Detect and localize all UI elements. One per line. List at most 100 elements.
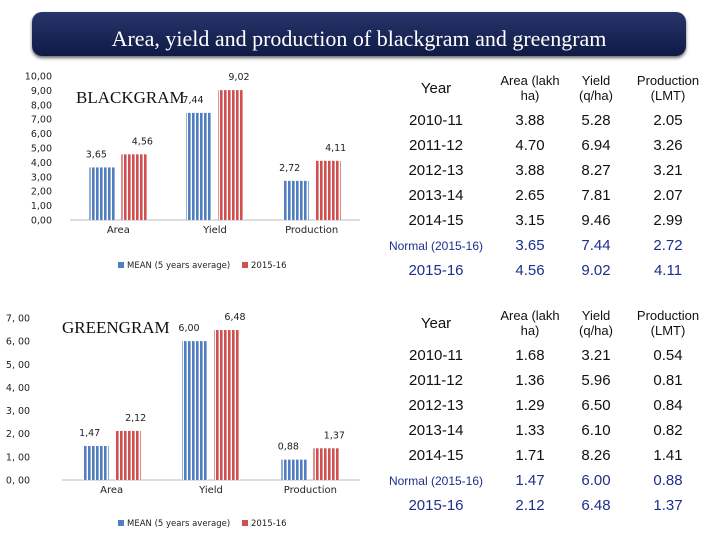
data-label: 2,12 (125, 413, 146, 424)
table-cell: 0.54 (653, 347, 683, 364)
table-cell: 2014-15 (408, 212, 464, 229)
table-cell: 2013-14 (408, 422, 464, 439)
column-header: Year (420, 314, 452, 332)
bar-yield-2015-16 (218, 90, 244, 220)
blackgram-chart: 0,00 1,00 2,00 3,00 4,00 5,00 6,00 7,00 8,00 9,00… (25, 72, 360, 271)
data-label: 0,88 (278, 442, 299, 453)
column-header: Production (LMT) (636, 308, 700, 338)
bar-production-2015-16 (313, 448, 340, 480)
category-label: Yield (202, 225, 227, 236)
table-cell: 6.94 (581, 137, 611, 154)
table-cell: 0.84 (653, 397, 683, 414)
legend: MEAN (5 years average) 2015-16 (118, 519, 287, 529)
table-cell: 6.00 (581, 472, 611, 489)
category-label: Production (284, 485, 337, 496)
table-cell: 1.37 (653, 497, 683, 514)
column-header: Yield (q/ha) (579, 73, 613, 103)
legend: MEAN (5 years average) 2015-16 (118, 261, 287, 271)
table-cell: 2011-12 (409, 372, 463, 389)
table-cell: 0.88 (653, 472, 683, 489)
greengram-table: Year Area (lakh ha) Yield (q/ha) Production… (377, 303, 709, 518)
data-label: 2,72 (279, 163, 300, 174)
blackgram-table: Year Area (lakh ha) Yield (q/ha) Production… (377, 68, 709, 283)
table-cell: 8.27 (581, 162, 611, 179)
table-cell: 6.50 (581, 397, 611, 414)
data-label: 3,65 (86, 149, 107, 160)
legend-swatch-mean (118, 262, 124, 268)
table-cell: 7.81 (581, 187, 611, 204)
y-tick-label: 1,00 (31, 201, 52, 212)
column-header: Area (lakh ha) (500, 73, 560, 103)
bar-production-mean (281, 459, 308, 480)
table-row: 2013-14 1.33 6.10 0.82 (377, 418, 709, 443)
table-cell: 3.88 (515, 162, 545, 179)
y-tick-label: 7, 00 (6, 314, 30, 325)
table-cell: 1.41 (653, 447, 683, 464)
legend-swatch-current (242, 520, 248, 526)
table-cell: 1.33 (515, 422, 545, 439)
table-cell: 4.11 (653, 262, 683, 279)
table-cell: 2014-15 (408, 447, 464, 464)
table-cell: 0.81 (653, 372, 683, 389)
table-cell: 2.65 (515, 187, 545, 204)
legend-label-current: 2015-16 (251, 261, 287, 271)
y-tick-label: 7,00 (31, 115, 52, 126)
table-cell: 2.12 (515, 497, 545, 514)
table-cell: 9.02 (581, 262, 611, 279)
table-cell: 2.07 (653, 187, 683, 204)
table-row: Normal (2015-16) 3.65 7.44 2.72 (377, 233, 709, 258)
table-cell: 2010-11 (409, 347, 463, 364)
legend-label-mean: MEAN (5 years average) (127, 261, 230, 271)
table-row: 2012-13 1.29 6.50 0.84 (377, 393, 709, 418)
data-label: 6,48 (224, 312, 245, 323)
table-cell: 5.96 (581, 372, 611, 389)
table-row: 2010-11 1.68 3.21 0.54 (377, 343, 709, 368)
table-cell: 3.21 (581, 347, 611, 364)
column-header: Production (LMT) (636, 73, 700, 103)
table-cell: 2015-16 (408, 497, 464, 514)
category-label: Production (285, 225, 338, 236)
table-cell: 1.29 (515, 397, 545, 414)
title-banner: Area, yield and production of blackgram … (32, 12, 686, 56)
table-cell: 2015-16 (408, 262, 464, 279)
table-row: 2015-16 4.56 9.02 4.11 (377, 258, 709, 283)
table-cell: 3.21 (653, 162, 683, 179)
data-label: 6,00 (178, 323, 199, 334)
legend-swatch-mean (118, 520, 124, 526)
table-cell: 1.68 (515, 347, 545, 364)
category-label: Area (107, 225, 130, 236)
bar-yield-mean (186, 112, 212, 220)
data-label: 7,44 (182, 95, 203, 106)
table-cell: 1.36 (515, 372, 545, 389)
table-cell: 6.10 (581, 422, 611, 439)
bar-production-mean (282, 180, 309, 220)
y-tick-label: 2,00 (31, 187, 52, 198)
y-tick-label: 4, 00 (6, 383, 30, 394)
legend-label-mean: MEAN (5 years average) (127, 519, 230, 529)
bar-area-mean (82, 445, 109, 480)
table-row: 2012-13 3.88 8.27 3.21 (377, 158, 709, 183)
y-tick-label: 4,00 (31, 158, 52, 169)
blackgram-chart-title: BLACKGRAM (76, 88, 185, 107)
table-cell: 4.56 (515, 262, 545, 279)
table-cell: 5.28 (581, 112, 611, 129)
table-row: 2011-12 1.36 5.96 0.81 (377, 368, 709, 393)
greengram-chart: 0, 00 1, 00 2, 00 3, 00 4, 00 5, 00 6, 00 7, 00… (6, 312, 360, 529)
table-cell: 3.26 (653, 137, 683, 154)
table-cell: 2012-13 (408, 162, 464, 179)
y-tick-label: 5, 00 (6, 360, 30, 371)
table-cell: Normal (2015-16) (388, 473, 484, 488)
table-cell: 2.05 (653, 112, 683, 129)
legend-swatch-current (242, 262, 248, 268)
table-cell: 2012-13 (408, 397, 464, 414)
category-label: Area (100, 485, 123, 496)
y-tick-label: 0,00 (31, 216, 52, 227)
legend-label-current: 2015-16 (251, 519, 287, 529)
table-cell: 3.65 (515, 237, 545, 254)
data-label: 9,02 (228, 72, 249, 83)
bar-yield-mean (182, 341, 208, 480)
table-cell: 8.26 (581, 447, 611, 464)
table-cell: Normal (2015-16) (388, 238, 484, 253)
table-row: 2014-15 1.71 8.26 1.41 (377, 443, 709, 468)
